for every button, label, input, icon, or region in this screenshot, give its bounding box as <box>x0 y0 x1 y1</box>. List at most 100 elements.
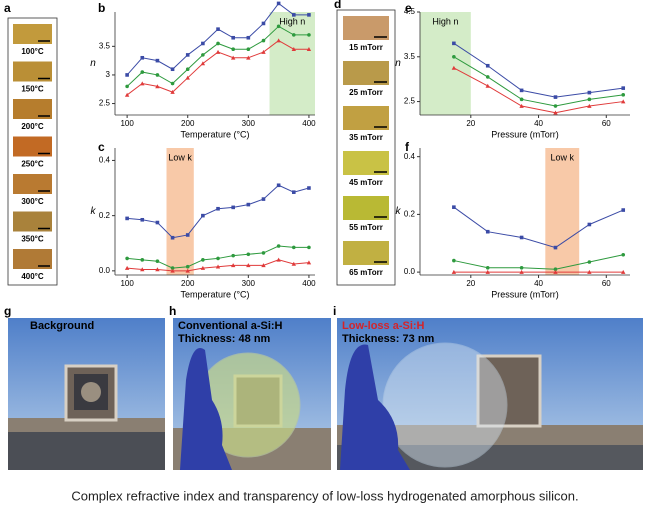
point <box>185 75 190 80</box>
point <box>125 216 129 221</box>
swatch <box>13 174 52 194</box>
point <box>587 260 592 264</box>
point <box>124 92 130 97</box>
point <box>140 70 145 74</box>
panel-label: e <box>405 1 412 15</box>
highlight-label: Low k <box>168 152 192 162</box>
point <box>307 33 311 37</box>
point <box>185 233 190 237</box>
point <box>587 269 592 274</box>
point <box>519 97 524 102</box>
point <box>261 49 266 54</box>
point <box>553 269 558 274</box>
swatch <box>13 211 52 232</box>
point <box>201 213 205 218</box>
point <box>621 86 626 90</box>
point <box>306 260 312 265</box>
point <box>485 229 490 234</box>
point <box>231 205 235 210</box>
point <box>201 53 205 57</box>
series-line <box>453 56 624 107</box>
point <box>276 1 281 6</box>
point <box>246 55 251 60</box>
point <box>140 81 145 86</box>
point <box>485 83 490 88</box>
point <box>170 268 175 273</box>
swatch <box>13 24 52 44</box>
swatch-label: 65 mTorr <box>349 268 383 277</box>
point <box>485 63 490 68</box>
point <box>307 13 311 17</box>
x-axis-label: Temperature (°C) <box>180 289 249 299</box>
y-tick-label: 4.5 <box>404 7 416 16</box>
caption: Complex refractive index and transparenc… <box>71 488 578 503</box>
x-tick-label: 400 <box>302 119 316 128</box>
x-tick-label: 60 <box>602 279 611 288</box>
x-tick-label: 300 <box>242 119 256 128</box>
point <box>231 253 235 258</box>
swatch-label: 55 mTorr <box>349 223 383 232</box>
point <box>553 110 558 115</box>
swatch <box>343 196 389 220</box>
series-line <box>127 184 310 239</box>
point <box>621 93 626 97</box>
highlight-label: High n <box>279 16 305 26</box>
swatch-label: 100°C <box>21 47 44 56</box>
point <box>124 265 130 270</box>
x-tick-label: 300 <box>242 279 256 288</box>
highlight-label: High n <box>432 16 458 26</box>
x-tick-label: 20 <box>466 119 475 128</box>
swatch <box>13 249 52 269</box>
swatch <box>343 241 389 265</box>
point <box>519 265 524 270</box>
point <box>485 265 490 270</box>
y-tick-label: 0.0 <box>404 267 416 276</box>
point <box>553 245 558 250</box>
series-line <box>453 206 624 249</box>
point <box>587 97 592 102</box>
point <box>291 13 296 17</box>
swatch <box>13 99 52 119</box>
x-tick-label: 40 <box>534 279 543 288</box>
y-tick-label: 0.4 <box>404 152 416 161</box>
point <box>246 47 251 51</box>
point <box>216 206 220 211</box>
point <box>246 202 251 207</box>
point <box>216 41 220 46</box>
point <box>553 95 558 99</box>
y-tick-label: 0.2 <box>404 209 416 218</box>
highlight-band <box>420 12 471 115</box>
point <box>201 258 205 262</box>
swatch-label: 200°C <box>21 122 44 131</box>
point <box>276 257 281 262</box>
point <box>155 267 160 272</box>
y-tick-label: 3 <box>106 70 111 79</box>
point <box>452 205 456 209</box>
point <box>261 21 266 26</box>
x-tick-label: 60 <box>602 119 611 128</box>
swatch-label: 250°C <box>21 160 44 169</box>
point <box>140 217 145 222</box>
point <box>246 252 251 257</box>
photo-title: Conventional a-Si:H <box>178 320 283 332</box>
point <box>519 269 524 274</box>
swatch-box <box>336 9 396 286</box>
swatch-label: 25 mTorr <box>349 88 383 97</box>
point <box>215 264 221 269</box>
point <box>291 261 296 266</box>
swatch <box>343 16 389 40</box>
point <box>170 89 175 94</box>
panel-label: b <box>98 1 105 15</box>
point <box>519 235 524 240</box>
point <box>140 258 145 262</box>
point <box>125 256 129 261</box>
point <box>231 35 235 40</box>
photo-title: Background <box>30 320 94 332</box>
panel-label: d <box>334 0 341 11</box>
point <box>216 27 220 31</box>
y-axis-label: n <box>395 58 401 69</box>
point <box>452 258 456 263</box>
point <box>170 81 175 86</box>
